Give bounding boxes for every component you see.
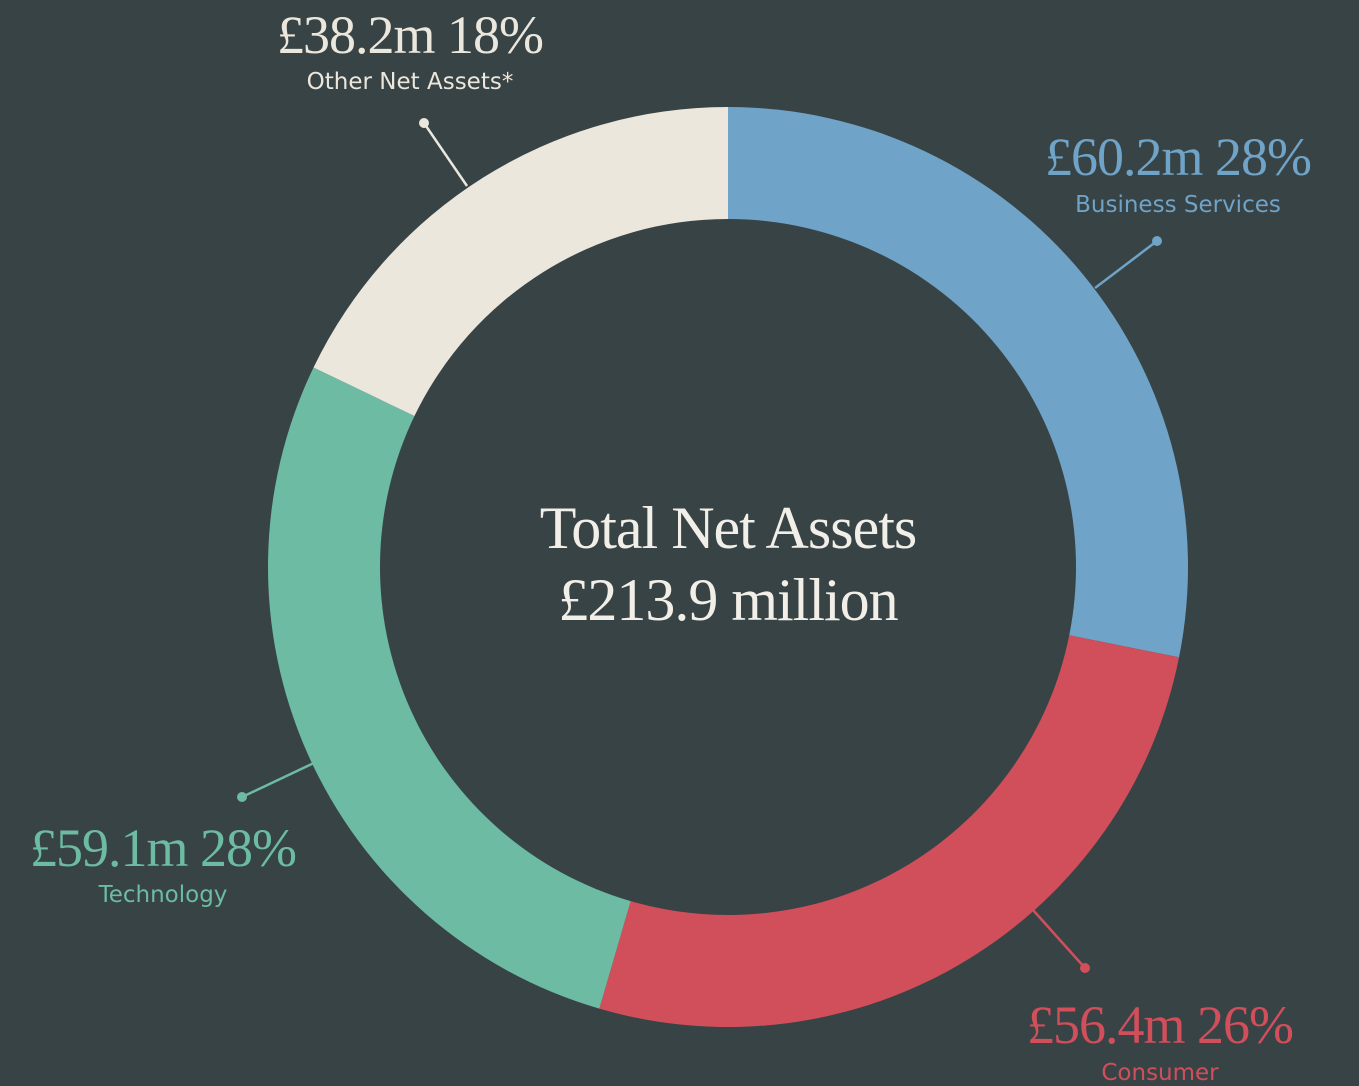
amount-label: £38.2m [277,5,436,65]
category-label: Other Net Assets* [307,69,514,95]
category-label: Consumer [1101,1060,1219,1086]
value-label: £56.4m 26% [1027,995,1293,1055]
donut-segment [728,107,1189,658]
leader-dot [1152,236,1162,246]
leader-dot [419,118,429,128]
leader-line [241,760,317,799]
amount-label: £59.1m [30,818,189,878]
donut-segment [599,635,1180,1028]
donut-segment [313,107,728,417]
category-label: Technology [98,882,228,908]
percent-label: 18% [447,5,543,65]
leader-line [1094,240,1158,289]
donut-segment [268,367,631,1009]
chart-title: Total Net Assets [540,495,916,561]
amount-label: £56.4m [1027,995,1186,1055]
leader-dot [1080,963,1090,973]
total-label: £213.9 million [558,567,898,633]
percent-label: 28% [1215,127,1311,187]
percent-label: 26% [1197,995,1293,1055]
leader-line [1032,909,1086,969]
category-label: Business Services [1075,192,1281,218]
amount-label: £60.2m [1045,127,1204,187]
value-label: £60.2m 28% [1045,127,1311,187]
percent-label: 28% [200,818,296,878]
leader-line [422,122,469,187]
value-label: £38.2m 18% [277,5,543,65]
leader-dot [237,792,247,802]
value-label: £59.1m 28% [30,818,296,878]
